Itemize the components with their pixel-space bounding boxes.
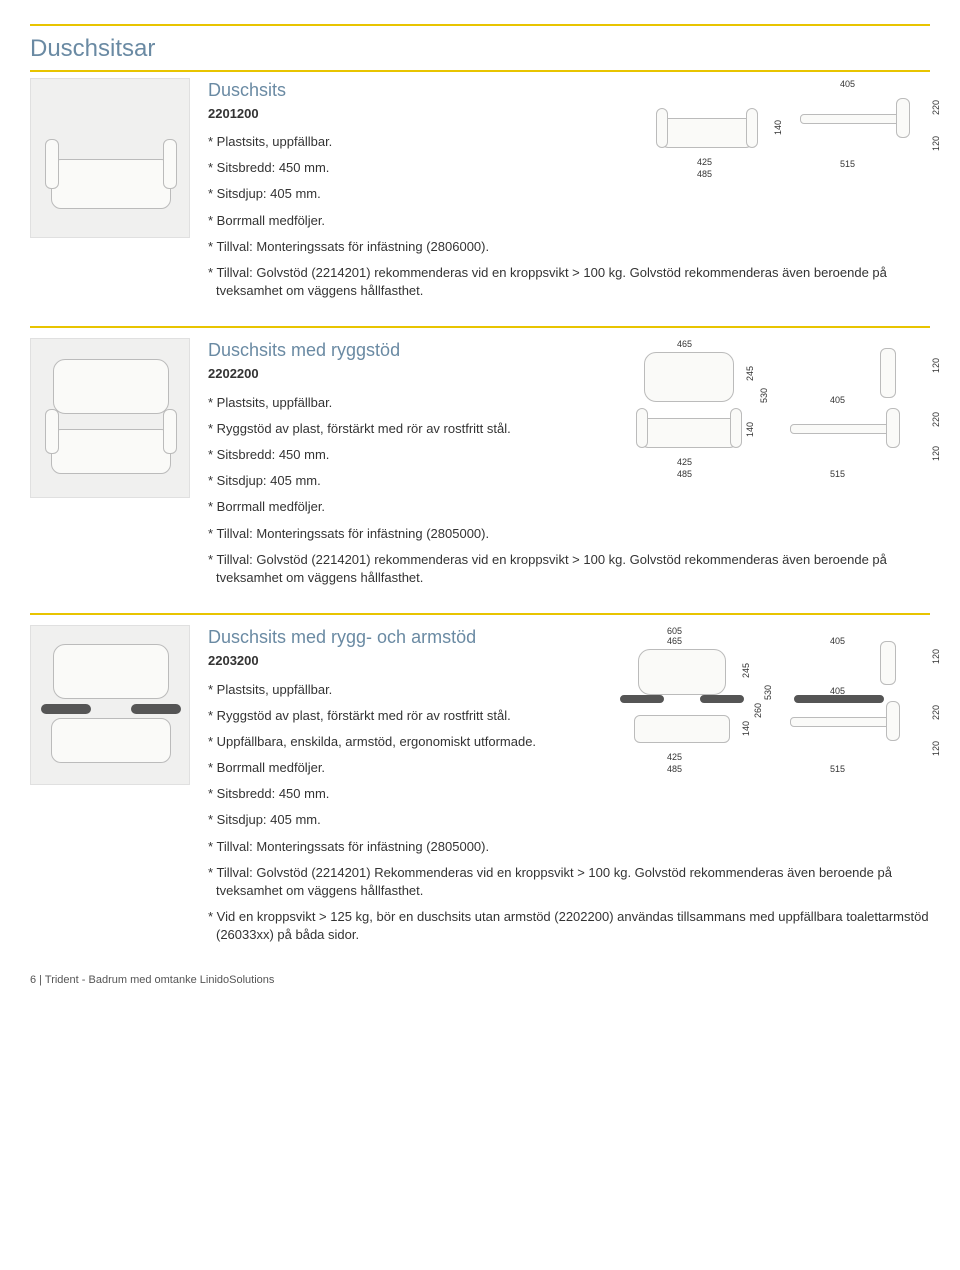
page-title: Duschsitsar <box>30 32 930 66</box>
dim-label: 530 <box>758 388 771 403</box>
dim-label: 140 <box>772 120 785 135</box>
dim-label: 515 <box>840 158 855 171</box>
spec-bullet: Vid en kroppsvikt > 125 kg, bör en dusch… <box>208 908 930 944</box>
diagram-group: 465 245 530 140 425 485 120 405 <box>622 338 930 498</box>
dim-label: 405 <box>840 78 855 91</box>
dim-label: 425 <box>677 456 692 469</box>
dim-label: 515 <box>830 468 845 481</box>
dim-label: 120 <box>930 136 943 151</box>
product-title: Duschsits med ryggstöd <box>208 338 602 363</box>
product-sku: 2203200 <box>208 652 592 670</box>
spec-bullet: Sitsbredd: 450 mm. <box>208 446 602 464</box>
dim-label: 405 <box>830 394 845 407</box>
spec-bullet: Sitsdjup: 405 mm. <box>208 811 930 829</box>
dim-label: 405 <box>830 635 845 648</box>
product-sku: 2201200 <box>208 105 622 123</box>
dim-label: 465 <box>677 338 692 351</box>
dim-label: 120 <box>930 446 943 461</box>
spec-bullet: Tillval: Monteringssats för infästning (… <box>208 525 602 543</box>
dim-label: 485 <box>667 763 682 776</box>
dim-label: 120 <box>930 358 943 373</box>
spec-bullet: Plastsits, uppfällbar. <box>208 681 592 699</box>
dim-label: 140 <box>740 721 753 736</box>
spec-bullet: Tillval: Golvstöd (2214201) Rekommendera… <box>208 864 930 900</box>
spec-bullet: Borrmall medföljer. <box>208 212 622 230</box>
dim-label: 530 <box>762 685 775 700</box>
dim-label: 425 <box>667 751 682 764</box>
dim-label: 245 <box>740 663 753 678</box>
dim-label: 220 <box>930 100 943 115</box>
dim-label: 260 <box>752 703 765 718</box>
dim-label: 120 <box>930 649 943 664</box>
product-title: Duschsits med rygg- och armstöd <box>208 625 592 650</box>
page-footer: 6 | Trident - Badrum med omtanke LinidoS… <box>30 973 930 988</box>
spec-bullet: Plastsits, uppfällbar. <box>208 133 622 151</box>
spec-bullet: Ryggstöd av plast, förstärkt med rör av … <box>208 420 602 438</box>
spec-bullet: Tillval: Golvstöd (2214201) rekommendera… <box>208 551 930 587</box>
spec-bullet: Borrmall medföljer. <box>208 498 602 516</box>
spec-bullet: Plastsits, uppfällbar. <box>208 394 602 412</box>
spec-bullet: Uppfällbara, enskilda, armstöd, ergonomi… <box>208 733 592 751</box>
product-block: Duschsits med rygg- och armstöd 2203200 … <box>30 625 930 952</box>
product-image <box>30 625 190 785</box>
diagram-group: 140 425 485 405 220 120 515 <box>642 78 930 188</box>
dim-label: 220 <box>930 412 943 427</box>
product-image <box>30 78 190 238</box>
dim-label: 425 <box>697 156 712 169</box>
diagram-group: 605 465 245 260 530 140 425 485 405 1 <box>612 625 930 795</box>
product-block: Duschsits 2201200 Plastsits, uppfällbar.… <box>30 78 930 309</box>
dim-label: 485 <box>697 168 712 181</box>
product-block: Duschsits med ryggstöd 2202200 Plastsits… <box>30 338 930 595</box>
spec-bullet: Tillval: Monteringssats för infästning (… <box>208 238 622 256</box>
product-title: Duschsits <box>208 78 622 103</box>
dim-label: 465 <box>667 635 682 648</box>
dim-label: 485 <box>677 468 692 481</box>
spec-bullet: Ryggstöd av plast, förstärkt med rör av … <box>208 707 592 725</box>
product-sku: 2202200 <box>208 365 602 383</box>
product-image <box>30 338 190 498</box>
spec-bullet: Sitsdjup: 405 mm. <box>208 185 622 203</box>
dim-label: 120 <box>930 741 943 756</box>
spec-bullet: Tillval: Golvstöd (2214201) rekommendera… <box>208 264 930 300</box>
spec-bullet: Sitsdjup: 405 mm. <box>208 472 602 490</box>
dim-label: 515 <box>830 763 845 776</box>
dim-label: 140 <box>744 422 757 437</box>
spec-bullet: Borrmall medföljer. <box>208 759 592 777</box>
spec-bullet: Sitsbredd: 450 mm. <box>208 785 592 803</box>
dim-label: 220 <box>930 705 943 720</box>
dim-label: 245 <box>744 366 757 381</box>
spec-bullet: Sitsbredd: 450 mm. <box>208 159 622 177</box>
spec-bullet: Tillval: Monteringssats för infästning (… <box>208 838 930 856</box>
